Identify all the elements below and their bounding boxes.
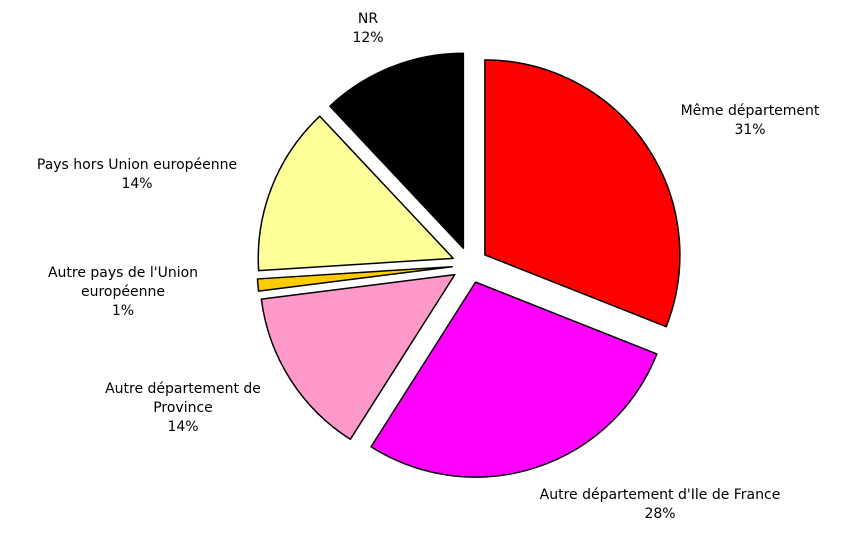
category-label: NR [357,11,379,27]
pie-slice [484,59,681,328]
value-label: 14% [121,176,153,192]
category-label: Pays hors Union européenne [36,157,238,173]
slice-label: Autre pays de l'Union européenne 1% [28,264,218,321]
slice-label: Même département 31% [635,102,854,140]
slice-label: NR 12% [318,10,418,48]
value-label: 1% [111,303,135,319]
pie-slice [329,52,465,250]
category-label: Même département [680,103,820,119]
pie-slice [260,273,456,441]
category-label: Autre département de Province [105,381,261,416]
slice-label: Autre département d'Ile de France 28% [535,486,785,524]
pie-slice [370,281,658,478]
slice-label: Autre département de Province 14% [78,380,288,437]
slice-label: Pays hors Union européenne 14% [7,156,267,194]
category-label: Autre pays de l'Union européenne [47,265,199,300]
value-label: 28% [644,506,676,522]
pie-slice [257,115,455,272]
value-label: 14% [167,419,199,435]
value-label: 12% [352,30,384,46]
category-label: Autre département d'Ile de France [539,487,781,503]
value-label: 31% [734,122,766,138]
pie-slice [256,265,453,292]
